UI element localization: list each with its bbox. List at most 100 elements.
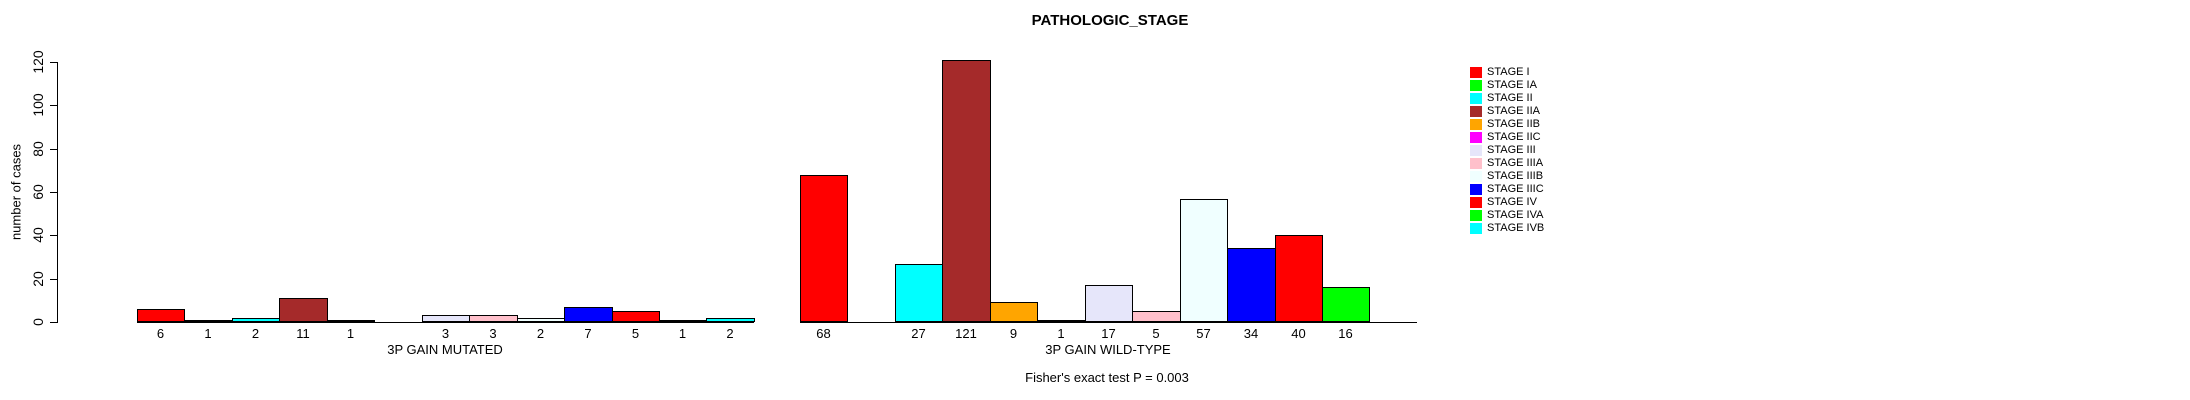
y-tick (50, 235, 57, 236)
bar (232, 318, 280, 322)
y-tick-label: 40 (30, 227, 46, 243)
chart-title: PATHOLOGIC_STAGE (1031, 12, 1189, 29)
bar-value-label: 5 (1152, 326, 1160, 341)
bar (422, 315, 470, 322)
bar-value-label: 9 (1009, 326, 1018, 341)
y-tick-label: 100 (30, 93, 46, 117)
group-axis-title: 3P GAIN WILD-TYPE (1045, 342, 1171, 357)
bar (800, 175, 848, 322)
bar-value-label: 17 (1101, 326, 1116, 341)
bar (279, 298, 328, 322)
legend-label: STAGE III (1487, 144, 1536, 156)
y-tick-label: 20 (30, 271, 46, 287)
y-tick (50, 62, 57, 63)
legend-item: STAGE IIC (1470, 131, 1544, 144)
y-tick (50, 105, 57, 106)
legend-item: STAGE IVB (1470, 222, 1544, 235)
y-tick-label: 120 (30, 50, 46, 74)
bar (1227, 248, 1276, 322)
bar-value-label: 27 (911, 326, 926, 341)
legend-label: STAGE IIIC (1487, 183, 1544, 195)
y-axis-line (57, 62, 58, 323)
legend: STAGE I STAGE IA STAGE II STAGE IIA STAGE II… (1470, 66, 1544, 235)
legend-swatch (1470, 106, 1482, 117)
bar-value-label: 16 (1338, 326, 1353, 341)
bar-value-label: 1 (346, 326, 355, 341)
bar-value-label: 68 (816, 326, 831, 341)
legend-label: STAGE IIIB (1487, 170, 1544, 182)
bar-value-label: 1 (1057, 326, 1065, 341)
bar-value-label: 3 (489, 326, 497, 341)
bar (706, 318, 755, 322)
legend-swatch (1470, 145, 1482, 156)
legend-label: STAGE IA (1487, 79, 1537, 91)
bar-value-label: 57 (1196, 326, 1211, 341)
legend-swatch (1470, 197, 1482, 208)
bar (1132, 311, 1181, 322)
bar-value-label: 1 (678, 326, 687, 341)
y-tick (50, 279, 57, 280)
legend-label: STAGE IIIA (1487, 157, 1544, 169)
bar (184, 320, 233, 322)
legend-item: STAGE IIIB (1470, 170, 1544, 183)
bar-value-label: 5 (631, 326, 640, 341)
y-tick (50, 149, 57, 150)
legend-item: STAGE IIA (1470, 105, 1544, 118)
y-tick (50, 322, 57, 323)
bar (942, 60, 991, 322)
bar (517, 318, 565, 322)
bar (895, 264, 943, 322)
bar-value-label: 2 (726, 326, 734, 341)
legend-item: STAGE IA (1470, 79, 1544, 92)
group-axis-line (137, 322, 754, 323)
group-axis-title: 3P GAIN MUTATED (387, 342, 503, 357)
bar (327, 320, 375, 322)
legend-swatch (1470, 184, 1482, 195)
bar-value-label: 3 (441, 326, 450, 341)
bar (469, 315, 518, 322)
bar-value-label: 121 (955, 326, 977, 341)
y-tick-label: 0 (30, 318, 46, 326)
legend-label: STAGE IVA (1487, 209, 1544, 221)
bar (1180, 199, 1228, 322)
legend-label: STAGE IIB (1487, 118, 1540, 130)
legend-swatch (1470, 210, 1482, 221)
bar-value-label: 34 (1243, 326, 1259, 341)
legend-label: STAGE I (1487, 66, 1530, 78)
legend-swatch (1470, 67, 1482, 78)
y-tick-label: 80 (30, 141, 46, 157)
bar (137, 309, 185, 322)
fisher-test-note: Fisher's exact test P = 0.003 (1025, 370, 1189, 385)
legend-item: STAGE IIB (1470, 118, 1544, 131)
legend-swatch (1470, 132, 1482, 143)
bar (564, 307, 613, 322)
legend-swatch (1470, 93, 1482, 104)
bar (659, 320, 707, 322)
y-tick (50, 192, 57, 193)
bar-value-label: 7 (584, 326, 592, 341)
bar-value-label: 11 (296, 326, 310, 341)
bar (1085, 285, 1133, 322)
legend-label: STAGE IVB (1487, 222, 1545, 234)
y-tick-label: 60 (30, 184, 46, 200)
legend-item: STAGE IIIC (1470, 183, 1544, 196)
legend-item: STAGE II (1470, 92, 1544, 105)
bar-value-label: 6 (156, 326, 165, 341)
bar-value-label: 1 (204, 326, 212, 341)
y-axis-label: number of cases (8, 143, 24, 241)
legend-item: STAGE III (1470, 144, 1544, 157)
legend-swatch (1470, 171, 1482, 182)
bar (612, 311, 660, 322)
bar (1275, 235, 1323, 322)
legend-label: STAGE II (1487, 92, 1533, 104)
legend-label: STAGE IV (1487, 196, 1537, 208)
bar (990, 302, 1038, 322)
legend-item: STAGE I (1470, 66, 1544, 79)
legend-swatch (1470, 80, 1482, 91)
legend-label: STAGE IIC (1487, 131, 1541, 143)
bar-value-label: 2 (251, 326, 260, 341)
legend-label: STAGE IIA (1487, 105, 1540, 117)
group-axis-line (800, 322, 1417, 323)
legend-swatch (1470, 119, 1482, 130)
